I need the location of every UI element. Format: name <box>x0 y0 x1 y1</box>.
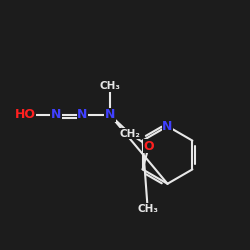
Text: HO: HO <box>14 108 36 122</box>
Text: N: N <box>105 108 115 122</box>
Text: N: N <box>51 108 62 122</box>
Text: O: O <box>144 140 154 153</box>
Text: N: N <box>77 108 88 122</box>
Text: CH₂: CH₂ <box>120 129 141 139</box>
Text: CH₃: CH₃ <box>100 81 120 91</box>
Text: CH₃: CH₃ <box>137 204 158 214</box>
Text: N: N <box>162 120 173 133</box>
